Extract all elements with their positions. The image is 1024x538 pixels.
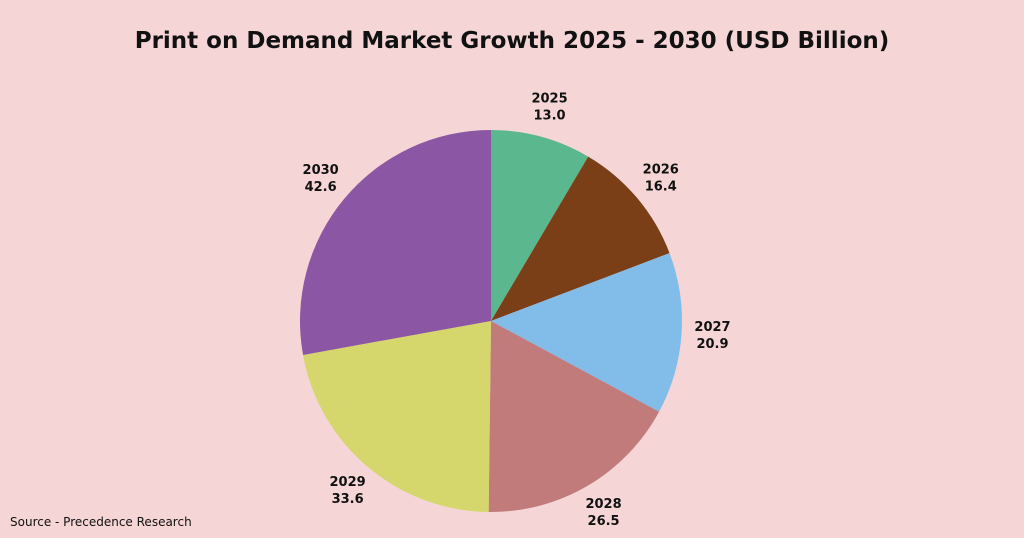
slice-value-label: 42.6 [305,180,337,195]
source-note: Source - Precedence Research [10,515,192,529]
slice-value-label: 26.5 [588,514,620,529]
pie-slice [488,321,660,512]
slice-category-label: 2026 [643,162,679,177]
pie-slice [491,130,589,321]
pie-slice [491,253,682,412]
slice-value-label: 33.6 [332,492,364,507]
pie-slice [303,321,491,512]
slice-value-label: 16.4 [645,179,677,194]
slice-value-label: 13.0 [534,108,566,123]
pie-slice [491,156,670,321]
chart-title: Print on Demand Market Growth 2025 - 203… [135,28,890,54]
slice-category-label: 2025 [531,91,567,106]
slice-category-label: 2030 [303,163,339,178]
slice-value-label: 20.9 [696,337,728,352]
slice-category-label: 2027 [694,320,730,335]
pie-slice [300,130,491,355]
slice-category-label: 2029 [330,475,366,490]
slice-category-label: 2028 [585,497,621,512]
